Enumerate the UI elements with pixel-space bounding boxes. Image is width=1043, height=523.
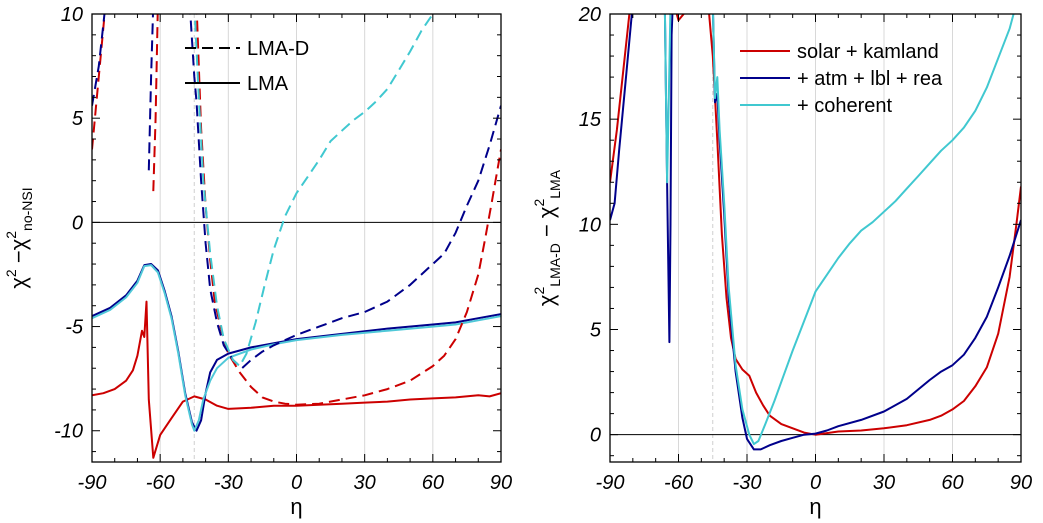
- series-line-5: [195, 14, 501, 406]
- y-tick-label: 10: [61, 4, 83, 26]
- series-line-0: [610, 14, 631, 183]
- series-line-4: [152, 14, 159, 192]
- y-tick-label: 10: [579, 214, 601, 236]
- y-tick-label: 5: [590, 319, 602, 341]
- legend: solar + kamland + atm + lbl + rea + cohere…: [740, 41, 943, 117]
- y-tick-label: -10: [54, 421, 83, 443]
- y-tick-label: 20: [578, 4, 601, 26]
- series-line-6: [92, 14, 106, 106]
- x-tick-label: 60: [422, 472, 444, 494]
- x-tick-label: -60: [664, 472, 693, 494]
- x-tick-label: 90: [490, 472, 512, 494]
- x-tick-label: -60: [146, 472, 175, 494]
- x-axis-label: η: [809, 494, 821, 519]
- series-group: [610, 14, 1021, 451]
- series-line-1: [675, 14, 685, 22]
- x-tick-label: 0: [291, 472, 302, 494]
- series-line-7: [147, 14, 154, 171]
- x-tick-label: 60: [941, 472, 963, 494]
- series-line-1: [92, 263, 501, 432]
- legend-label: solar + kamland: [797, 41, 939, 63]
- y-tick-label: 0: [590, 425, 601, 447]
- x-tick-label: 0: [810, 472, 821, 494]
- legend-label: LMA: [247, 73, 289, 95]
- y-tick-label: 0: [72, 212, 83, 234]
- x-tick-label: 30: [354, 472, 376, 494]
- x-tick-label: -30: [733, 472, 762, 494]
- x-tick-label: -90: [78, 472, 107, 494]
- series-line-7: [712, 14, 1015, 446]
- left-chart: -90 -60 -30 0 30 60 90 -10 -5 0 5 10 η χ2 −χ2no-NSI LM…: [3, 4, 512, 519]
- legend-label: + atm + lbl + rea: [797, 68, 943, 90]
- x-tick-label: 90: [1010, 472, 1032, 494]
- series-line-9: [193, 14, 434, 368]
- series-line-6: [663, 14, 672, 184]
- legend-label: LMA-D: [247, 38, 309, 60]
- y-tick-label: 15: [579, 109, 602, 131]
- legend: LMA-D LMA: [185, 38, 309, 95]
- x-tick-label: -90: [596, 472, 625, 494]
- x-tick-label: 30: [873, 472, 895, 494]
- series-line-8: [189, 14, 501, 370]
- series-line-2: [92, 264, 501, 432]
- y-axis-label: χ2 −χ2no-NSI: [3, 187, 35, 288]
- y-axis-label: χ2LMA-D − χ2LMA: [531, 169, 563, 306]
- legend-label: + coherent: [797, 95, 893, 117]
- series-group: [92, 14, 501, 459]
- x-tick-label: -30: [214, 472, 243, 494]
- y-tick-label: -5: [65, 317, 84, 339]
- x-axis-label: η: [290, 494, 302, 519]
- right-chart: -90 -60 -30 0 30 60 90 0 5 10 15 20 η χ2LMA-D − χ2LMA…: [531, 4, 1032, 519]
- y-tick-label: 5: [72, 108, 84, 130]
- series-line-0: [92, 300, 501, 459]
- series-line-3: [610, 14, 633, 221]
